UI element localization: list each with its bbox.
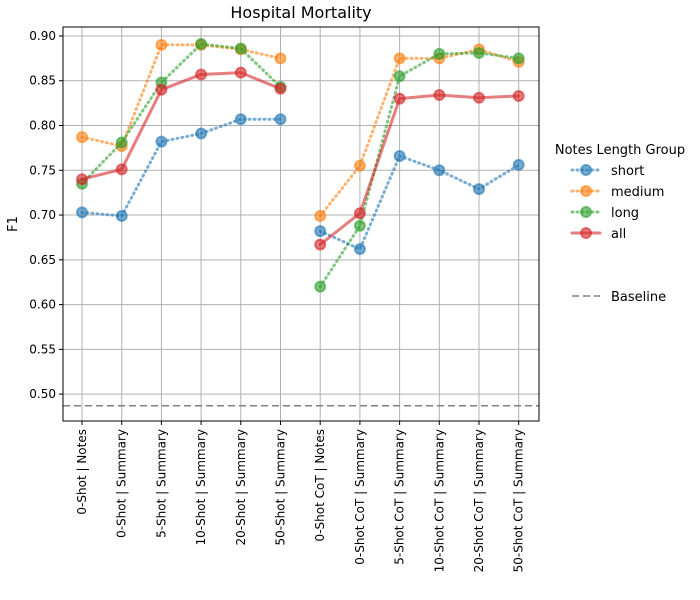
legend-swatch-marker — [580, 206, 592, 218]
legend-item-all: all — [570, 227, 626, 242]
data-point — [195, 68, 208, 81]
y-tick-label: 0.60 — [29, 298, 56, 312]
x-tick-label: 0-Shot | Summary — [115, 429, 129, 538]
x-tick-label: 10-Shot CoT | Summary — [432, 429, 446, 572]
data-point — [115, 136, 128, 149]
data-point — [433, 89, 446, 102]
grid-lines — [63, 27, 539, 421]
data-point — [76, 206, 88, 219]
plot-frame — [62, 26, 540, 422]
data-point — [512, 158, 525, 171]
data-point — [314, 280, 327, 293]
data-point — [314, 209, 327, 222]
data-point — [274, 113, 287, 126]
x-tick-label: 50-Shot CoT | Summary — [512, 429, 526, 572]
data-point — [353, 207, 366, 220]
data-point — [473, 46, 485, 59]
legend-label: medium — [611, 185, 664, 200]
series-all — [76, 66, 525, 251]
legend-item-long: long — [570, 206, 639, 221]
data-point — [314, 225, 327, 238]
y-tick-label: 0.80 — [29, 119, 56, 133]
data-point — [155, 135, 168, 148]
series-line — [318, 51, 521, 289]
x-tick-label: 0-Shot CoT | Notes — [313, 429, 327, 541]
legend-item-short: short — [570, 164, 644, 179]
legend-swatch-marker — [580, 185, 592, 197]
x-tick-label: 5-Shot CoT | Summary — [393, 429, 407, 565]
data-point — [115, 209, 128, 222]
legend: Notes Length Group short medium long all Base… — [555, 143, 685, 305]
legend-title: Notes Length Group — [555, 143, 685, 158]
x-tick-label: 0-Shot CoT | Summary — [353, 429, 367, 565]
data-point — [433, 164, 446, 177]
data-point — [195, 127, 208, 140]
series-medium — [76, 38, 525, 222]
data-point — [76, 173, 88, 186]
series-line — [80, 43, 282, 148]
y-tick-label: 0.75 — [29, 163, 56, 177]
legend-label: all — [611, 227, 626, 242]
series-line — [80, 42, 282, 186]
legend-swatch-marker — [580, 227, 592, 239]
data-point — [353, 219, 366, 232]
data-point — [393, 92, 406, 105]
data-point — [155, 83, 168, 96]
data-point — [234, 113, 247, 126]
y-tick-label: 0.90 — [29, 29, 56, 43]
series-line — [318, 154, 521, 251]
data-point — [115, 163, 128, 176]
data-point — [393, 149, 406, 162]
x-tick-label: 20-Shot | Summary — [234, 429, 248, 546]
data-point — [512, 89, 525, 102]
y-tick-label: 0.85 — [29, 74, 56, 88]
legend-swatch-marker — [580, 164, 592, 176]
data-point — [195, 38, 208, 51]
data-point — [234, 42, 247, 55]
data-point — [76, 131, 88, 144]
data-point — [274, 82, 287, 95]
series-layer — [76, 38, 525, 293]
data-point — [433, 47, 446, 60]
series-short — [76, 113, 525, 256]
data-point — [274, 52, 287, 65]
series-line — [80, 71, 282, 181]
data-point — [234, 66, 247, 79]
y-tick-label: 0.55 — [29, 342, 56, 356]
series-line — [318, 47, 521, 218]
x-tick-label: 5-Shot | Summary — [154, 429, 168, 538]
legend-label: short — [611, 164, 644, 179]
y-tick-label: 0.65 — [29, 253, 56, 267]
legend-label: long — [611, 206, 639, 221]
y-axis: 0.50 0.55 0.60 0.65 0.70 0.75 0.80 0.85 0.90 — [29, 29, 63, 401]
x-tick-label: 0-Shot | Notes — [75, 429, 89, 515]
data-point — [155, 38, 168, 51]
data-point — [353, 159, 366, 172]
x-tick-label: 10-Shot | Summary — [194, 429, 208, 546]
y-axis-label: F1 — [6, 216, 21, 232]
data-point — [393, 52, 406, 65]
y-tick-label: 0.70 — [29, 208, 56, 222]
y-tick-label: 0.50 — [29, 387, 56, 401]
x-tick-label: 50-Shot | Summary — [274, 429, 288, 546]
series-line — [318, 93, 521, 247]
legend-item-baseline: Baseline — [572, 290, 666, 305]
data-point — [473, 183, 485, 196]
data-point — [512, 52, 525, 65]
series-long — [76, 38, 525, 293]
legend-label: Baseline — [611, 290, 666, 305]
x-tick-label: 20-Shot CoT | Summary — [472, 429, 486, 572]
x-axis: 0-Shot | Notes 0-Shot | Summary 5-Shot | S… — [75, 421, 526, 572]
data-point — [314, 238, 327, 251]
chart-title: Hospital Mortality — [230, 3, 371, 22]
legend-item-medium: medium — [570, 185, 664, 200]
series-line — [80, 117, 282, 218]
data-point — [353, 243, 366, 256]
data-point — [393, 70, 406, 83]
data-point — [473, 91, 485, 104]
